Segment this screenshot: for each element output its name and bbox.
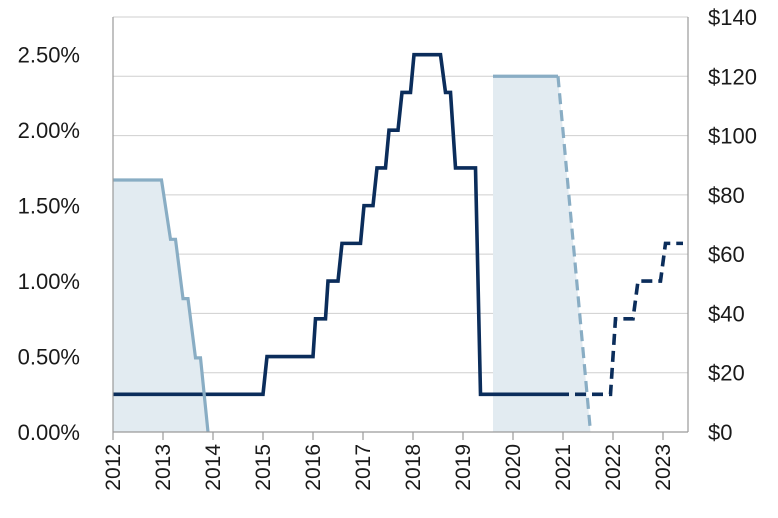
y-right-tick-label: $140	[708, 5, 757, 30]
y-right-tick-label: $40	[708, 301, 745, 326]
y-right-tick-label: $80	[708, 183, 745, 208]
x-tick-label: 2021	[552, 444, 575, 491]
x-tick-label: 2017	[352, 444, 375, 491]
y-left-tick-label: 1.00%	[18, 269, 80, 294]
series-lines	[113, 52, 683, 433]
series-0-line	[113, 52, 558, 397]
y-right-tick-label: $20	[708, 361, 745, 386]
x-tick-label: 2018	[402, 444, 425, 491]
series-4-line	[556, 76, 593, 433]
y-right-tick-label: $120	[708, 64, 757, 89]
y-right-tick-label: $0	[708, 420, 732, 445]
x-tick-label: 2013	[152, 444, 175, 491]
y-right-tick-label: $60	[708, 242, 745, 267]
x-tick-label: 2019	[452, 444, 475, 491]
series-2-line	[113, 178, 210, 433]
x-tick-label: 2016	[302, 444, 325, 491]
x-tick-label: 2012	[102, 444, 125, 491]
y-left-tick-label: 0.00%	[18, 420, 80, 445]
tick-labels: 2012 2013 2014 2015 2016 2017 2018 2019 2020 2021…	[18, 5, 757, 491]
axes	[112, 17, 689, 440]
x-tick-label: 2020	[502, 444, 525, 491]
x-tick-label: 2022	[602, 444, 625, 491]
series-2-area	[113, 180, 208, 432]
y-right-tick-label: $100	[708, 124, 757, 149]
series-3-area	[493, 76, 558, 433]
y-left-tick-label: 2.50%	[18, 43, 80, 68]
x-tick-label: 2014	[202, 444, 225, 491]
grid-lines	[113, 16, 688, 433]
y-left-tick-label: 1.50%	[18, 194, 80, 219]
y-left-tick-label: 0.50%	[18, 345, 80, 370]
x-tick-label: 2015	[252, 444, 275, 491]
x-tick-label: 2023	[652, 444, 675, 491]
y-left-tick-label: 2.00%	[18, 118, 80, 143]
